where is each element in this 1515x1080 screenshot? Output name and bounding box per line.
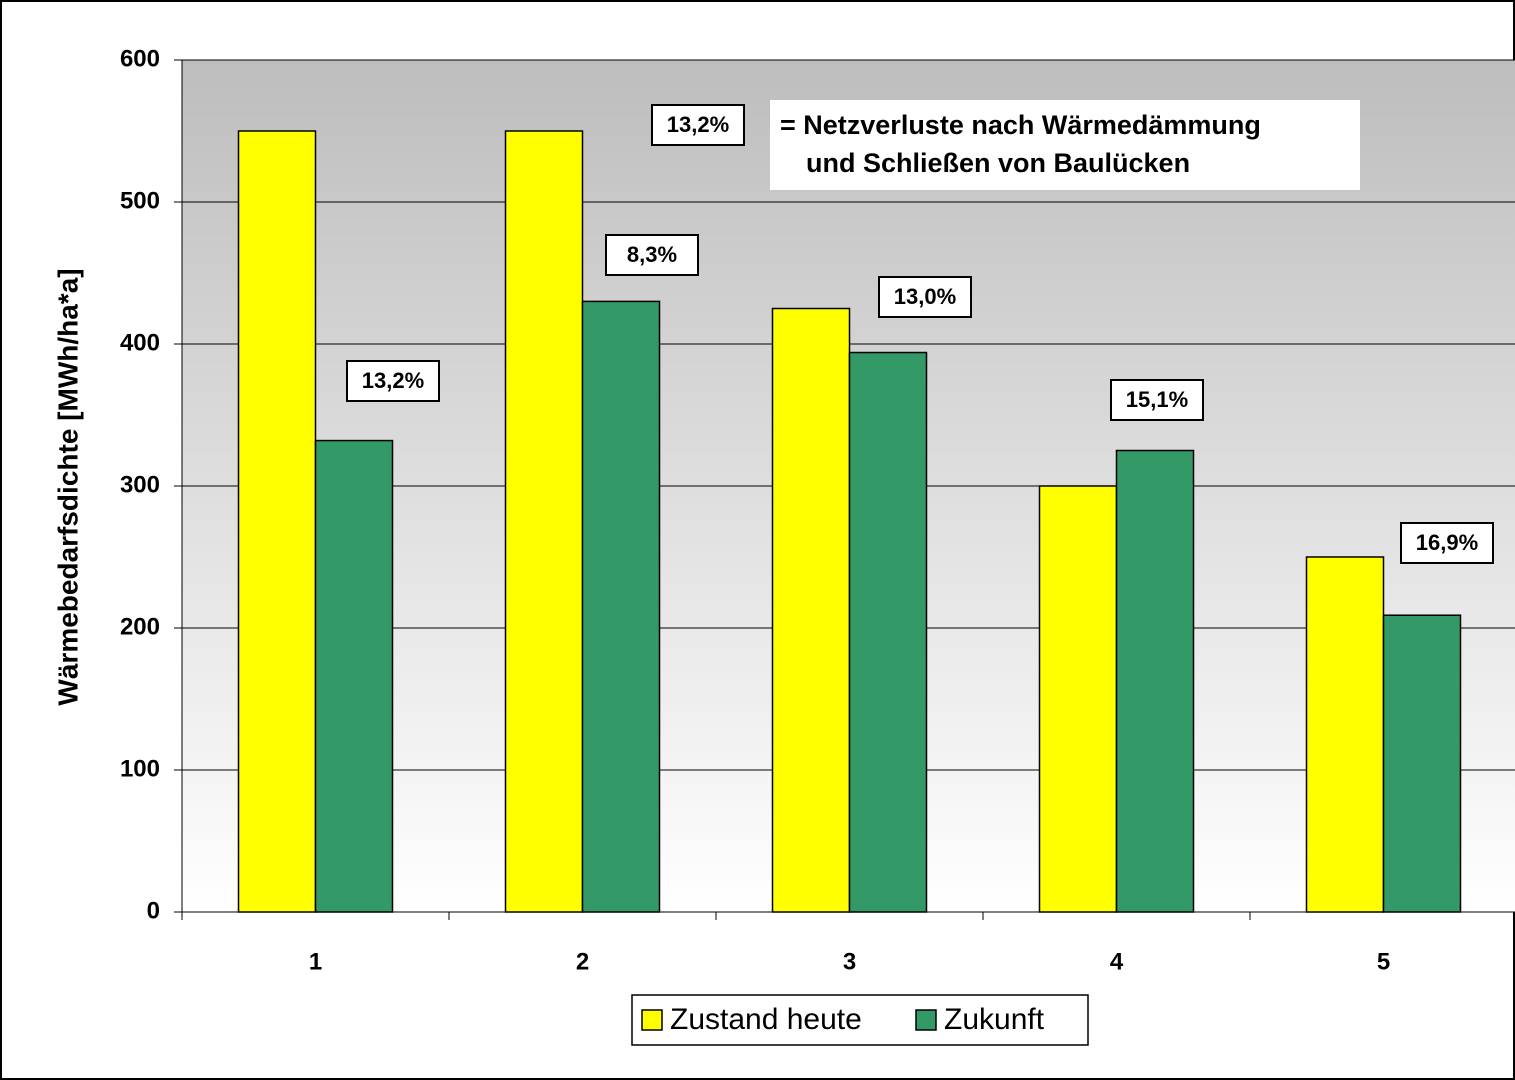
bar bbox=[504, 130, 584, 913]
x-tick-label: 3 bbox=[843, 948, 856, 975]
y-axis-title: Wärmebedarfsdichte [MWh/ha*a] bbox=[52, 268, 83, 705]
x-tick-label: 4 bbox=[1110, 948, 1124, 975]
key-text: = Netzverluste nach Wärmedämmung bbox=[780, 110, 1261, 140]
annotation: 13,2% bbox=[362, 368, 424, 393]
legend-label: Zustand heute bbox=[670, 1003, 862, 1036]
bar bbox=[237, 130, 317, 913]
bar bbox=[1305, 556, 1385, 913]
annotation-box bbox=[346, 360, 440, 402]
y-tick-label: 500 bbox=[120, 187, 160, 214]
bar bbox=[848, 351, 928, 913]
key-label-box bbox=[651, 104, 745, 146]
x-tick-label: 5 bbox=[1377, 948, 1390, 975]
annotation-box bbox=[1110, 379, 1204, 421]
key-label: 13,2% bbox=[667, 112, 729, 137]
y-tick-label: 600 bbox=[120, 45, 160, 72]
annotation-box bbox=[878, 276, 972, 318]
bar bbox=[581, 300, 661, 913]
legend-label: Zukunft bbox=[944, 1003, 1045, 1036]
legend bbox=[631, 994, 1089, 1046]
bar bbox=[1382, 614, 1462, 913]
bar bbox=[1115, 449, 1195, 913]
annotation-box bbox=[605, 234, 699, 276]
annotation: 13,0% bbox=[894, 284, 956, 309]
y-tick-label: 400 bbox=[120, 329, 160, 356]
key-text-box bbox=[770, 100, 1360, 190]
annotation: 16,9% bbox=[1416, 530, 1478, 555]
y-tick-label: 0 bbox=[147, 897, 160, 924]
annotation: 8,3% bbox=[627, 242, 677, 267]
x-tick-label: 2 bbox=[576, 948, 589, 975]
key-text: und Schließen von Baulücken bbox=[806, 148, 1190, 178]
y-tick-label: 200 bbox=[120, 613, 160, 640]
annotation: 15,1% bbox=[1126, 387, 1188, 412]
bar bbox=[314, 439, 394, 913]
annotation-box bbox=[1400, 522, 1494, 564]
x-tick-label: 1 bbox=[309, 948, 322, 975]
legend-swatch bbox=[915, 1009, 937, 1031]
legend-swatch bbox=[641, 1009, 663, 1031]
bar bbox=[1038, 485, 1118, 913]
y-tick-label: 300 bbox=[120, 471, 160, 498]
bar bbox=[771, 307, 851, 913]
y-tick-label: 100 bbox=[120, 755, 160, 782]
